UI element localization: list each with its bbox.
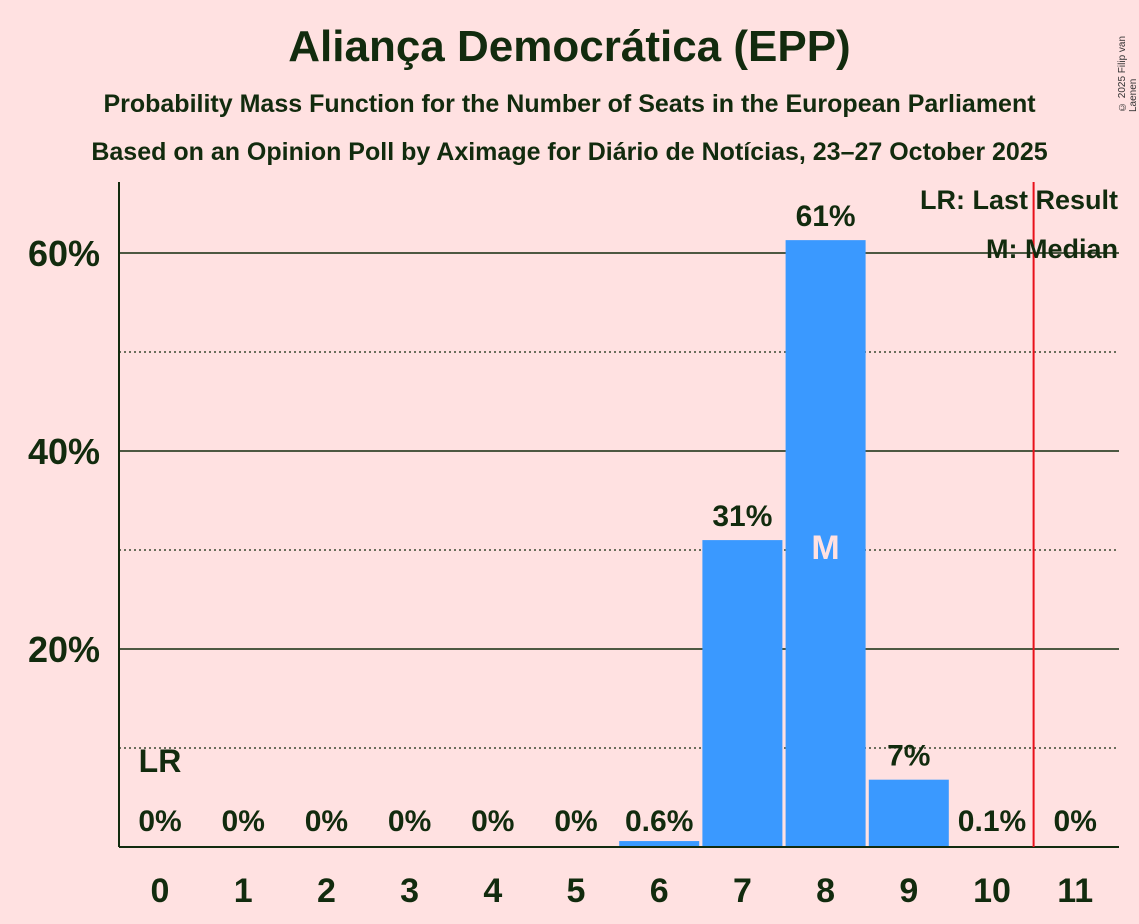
legend-median: M: Median <box>986 234 1118 264</box>
x-tick-label: 9 <box>899 872 918 910</box>
bar-seat-7 <box>702 540 783 847</box>
value-label: 0% <box>305 805 348 838</box>
y-tick-label: 40% <box>28 431 100 472</box>
y-tick-label: 20% <box>28 629 100 670</box>
bar-seat-8 <box>785 240 866 847</box>
value-label: 0% <box>388 805 431 838</box>
value-label: 0% <box>1054 805 1097 838</box>
legend-last-result: LR: Last Result <box>920 185 1118 215</box>
value-label: 7% <box>887 740 930 773</box>
bar-seat-9 <box>868 779 949 847</box>
x-tick-label: 4 <box>483 872 502 910</box>
value-label: 31% <box>712 500 772 533</box>
last-result-marker: LR <box>139 743 182 779</box>
value-label: 0% <box>138 805 181 838</box>
value-label: 0% <box>471 805 514 838</box>
x-tick-label: 3 <box>400 872 419 910</box>
value-label: 0.1% <box>958 805 1026 838</box>
value-label: 0% <box>554 805 597 838</box>
x-tick-label: 6 <box>650 872 669 910</box>
y-tick-label: 60% <box>28 233 100 274</box>
x-tick-label: 5 <box>567 872 586 910</box>
x-tick-label: 2 <box>317 872 336 910</box>
x-tick-label: 7 <box>733 872 752 910</box>
bar-seat-6 <box>619 841 700 847</box>
x-tick-label: 8 <box>816 872 835 910</box>
chart-title: Aliança Democrática (EPP) <box>288 22 851 71</box>
x-tick-label: 10 <box>973 872 1011 910</box>
value-label: 0% <box>222 805 265 838</box>
x-tick-label: 11 <box>1057 872 1093 910</box>
x-tick-label: 1 <box>234 872 253 910</box>
median-marker: M <box>811 529 839 567</box>
chart-subtitle: Probability Mass Function for the Number… <box>103 90 1036 118</box>
chart-source: Based on an Opinion Poll by Aximage for … <box>91 138 1048 166</box>
value-label: 61% <box>796 200 856 233</box>
value-label: 0.6% <box>625 805 693 838</box>
x-tick-label: 0 <box>151 872 170 910</box>
